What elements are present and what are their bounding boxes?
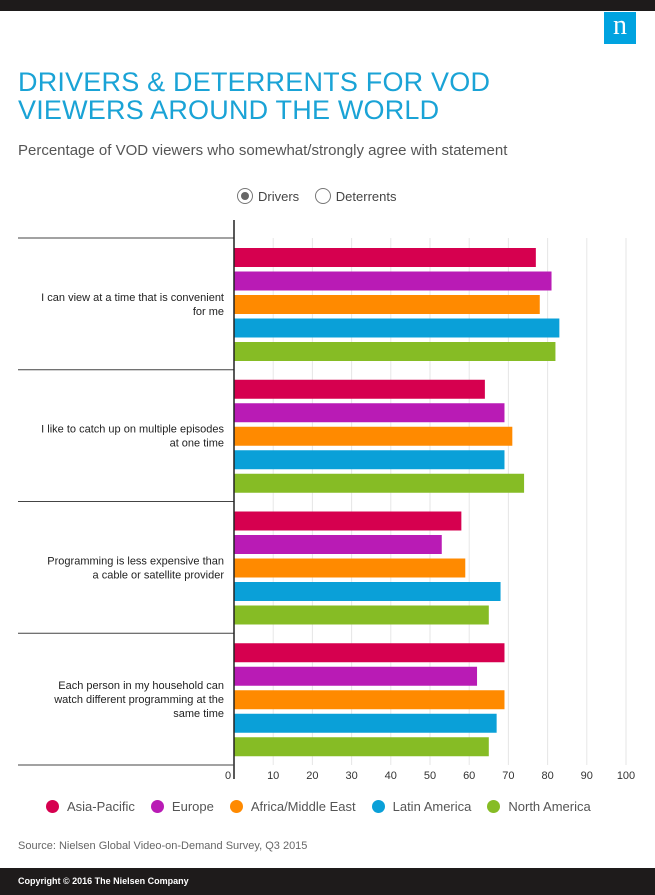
bar (234, 558, 466, 578)
bar (234, 426, 513, 446)
radio-deterrents-icon[interactable] (314, 188, 331, 204)
legend-item[interactable]: North America (487, 799, 591, 814)
bar (234, 473, 525, 493)
legend-label: Latin America (392, 799, 472, 814)
bar (234, 605, 489, 625)
category-label-line: for me (193, 306, 224, 318)
legend-item[interactable]: Africa/Middle East (229, 799, 356, 814)
page-title: DRIVERS & DETERRENTS FOR VOD VIEWERS ARO… (18, 67, 491, 125)
toggle-deterrents-label: Deterrents (335, 188, 397, 204)
category-label: I can view at a time that is convenient f… (41, 292, 224, 318)
category-label: Each person in my household can watch dif… (53, 680, 224, 720)
bar (234, 318, 560, 338)
legend-dot-icon (46, 800, 59, 813)
x-tick-label: 10 (267, 770, 279, 782)
legend-item[interactable]: Europe (150, 799, 214, 814)
legend-dot-icon (487, 800, 501, 813)
category-label: I like to catch up on multiple episodes a… (41, 424, 224, 450)
bar (234, 666, 478, 686)
x-tick-label: 90 (581, 770, 593, 782)
category-label-line: Programming is less expensive than (47, 555, 224, 567)
x-tick-label: 50 (424, 770, 436, 782)
bar (234, 379, 485, 399)
chart-subtitle: Percentage of VOD viewers who somewhat/s… (18, 142, 508, 159)
bar (234, 582, 501, 601)
category-label-line: watch different programming at the (53, 694, 224, 706)
toggle-drivers[interactable]: Drivers (237, 188, 299, 204)
legend-dot-icon (150, 800, 164, 813)
legend-dot-icon (371, 800, 385, 813)
category-label: Programming is less expensive than a cabl… (47, 555, 224, 581)
legend-dot-icon (229, 800, 243, 813)
category-label-line: at one time (170, 438, 224, 450)
bar (234, 248, 536, 267)
bar (234, 690, 505, 710)
x-tick-label: 80 (541, 770, 553, 782)
bar (234, 511, 462, 531)
x-tick-label: 100 (617, 770, 635, 782)
radio-drivers-icon[interactable] (237, 188, 253, 204)
legend-label: Africa/Middle East (250, 799, 356, 814)
legend-label: Europe (171, 799, 214, 814)
nielsen-logo: n (604, 12, 636, 44)
bar (234, 713, 497, 733)
bar (234, 737, 489, 757)
toggle-deterrents[interactable]: Deterrents (314, 188, 397, 204)
bar (234, 342, 556, 361)
source-note: Source: Nielsen Global Video-on-Demand S… (18, 840, 308, 852)
bar (234, 643, 505, 663)
bar-chart: I can view at a time that is convenient f… (18, 220, 635, 782)
bar (234, 295, 540, 314)
copyright-footer: Copyright © 2016 The Nielsen Company (0, 868, 655, 895)
chart-legend: Asia-Pacific Europe Africa/Middle East L… (46, 799, 607, 814)
legend-item[interactable]: Latin America (371, 799, 472, 814)
x-tick-label: 40 (385, 770, 397, 782)
legend-item[interactable]: Asia-Pacific (46, 799, 135, 814)
category-label-line: same time (173, 708, 224, 720)
x-tick-label: 70 (502, 770, 514, 782)
bar (234, 450, 505, 470)
x-tick-label: 60 (463, 770, 475, 782)
view-toggle: Drivers Deterrents (237, 188, 409, 208)
bar (234, 403, 505, 423)
x-tick-label: 20 (306, 770, 318, 782)
toggle-drivers-label: Drivers (258, 188, 300, 204)
legend-label: North America (508, 799, 591, 814)
category-label-line: a cable or satellite provider (93, 569, 225, 581)
bar (234, 271, 552, 291)
x-tick-label: 30 (345, 770, 357, 782)
bar (234, 535, 442, 554)
category-label-line: Each person in my household can (58, 680, 224, 692)
category-label-line: I like to catch up on multiple episodes (41, 424, 224, 436)
x-tick-label: 0 (225, 770, 231, 782)
legend-label: Asia-Pacific (67, 799, 135, 814)
category-label-line: I can view at a time that is convenient (41, 292, 224, 304)
top-bar (0, 0, 655, 11)
